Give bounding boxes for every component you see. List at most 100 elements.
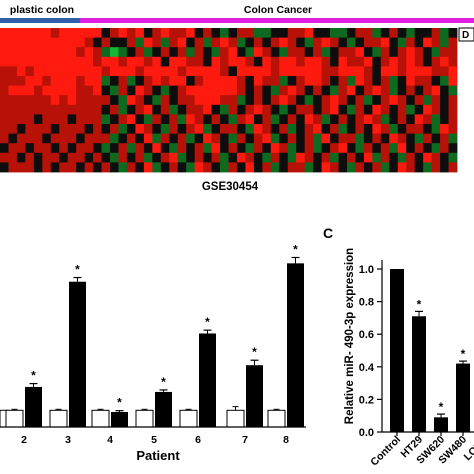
heatmap-cell	[440, 66, 449, 77]
heatmap-cell	[76, 85, 86, 96]
heatmap-cell	[262, 47, 272, 58]
heatmap-cell	[313, 124, 322, 134]
heatmap-cell	[110, 143, 119, 154]
heatmap-cell	[397, 114, 407, 125]
heatmap-cell	[313, 114, 322, 125]
heatmap-cell	[177, 114, 187, 125]
heatmap-cell	[194, 114, 204, 125]
heatmap-cell	[440, 104, 449, 115]
significance-star: *	[117, 396, 122, 410]
heatmap-cell	[440, 28, 449, 38]
heatmap-cell	[355, 133, 365, 144]
heatmap-cell	[389, 114, 399, 125]
normal-group-bar	[0, 18, 80, 23]
heatmap-cell	[93, 152, 102, 163]
heatmap-cell	[423, 47, 433, 58]
heatmap-cell	[42, 56, 52, 67]
heatmap-cell	[372, 28, 382, 38]
heatmap-cell	[135, 76, 145, 86]
heatmap-cell	[93, 28, 102, 38]
heatmap-cell	[16, 162, 26, 173]
heatmap-cell	[33, 133, 43, 144]
heatmap-cell	[253, 56, 263, 67]
dataset-label: GSE30454	[202, 181, 259, 193]
heatmap-cell	[270, 66, 280, 77]
heatmap-cell	[135, 143, 145, 154]
heatmap-cell	[203, 56, 212, 67]
heatmap-cell	[8, 133, 18, 144]
heatmap-cell	[372, 66, 382, 77]
heatmap-cell	[321, 114, 331, 125]
heatmap-cell	[406, 66, 416, 77]
heatmap-cell	[67, 152, 77, 163]
heatmap-cell	[220, 66, 229, 77]
heatmap-cell	[330, 47, 339, 58]
heatmap-cell	[42, 47, 52, 58]
heatmap-cell	[16, 114, 26, 125]
heatmap-cell	[296, 162, 306, 173]
heatmap-cell	[203, 152, 212, 163]
heatmap-cell	[321, 162, 331, 173]
heatmap-cell	[228, 85, 238, 96]
heatmap-cell	[126, 162, 136, 173]
heatmap-cell	[389, 85, 399, 96]
patient-bar-panel: * * * * * * * 2 3 4 5 6 7 8 Patient	[0, 242, 306, 463]
heatmap-cell	[50, 152, 60, 163]
heatmap-cell	[16, 56, 26, 67]
significance-star: *	[461, 347, 466, 361]
heatmap-cell	[397, 66, 407, 77]
heatmap-cell	[59, 95, 69, 106]
heatmap-cell	[380, 76, 390, 86]
heatmap-cell	[84, 37, 94, 48]
heatmap-cell	[279, 143, 289, 154]
heatmap-cell	[177, 28, 187, 38]
heatmap-cell	[118, 104, 128, 115]
heatmap-cell	[143, 162, 153, 173]
heatmap-cell	[203, 95, 212, 106]
heatmap-cell	[143, 47, 153, 58]
heatmap-cell	[431, 28, 441, 38]
heatmap-cell	[313, 143, 322, 154]
heatmap-cell	[313, 56, 322, 67]
heatmap-cell	[143, 66, 153, 77]
heatmap-cell	[380, 85, 390, 96]
heatmap-cell	[304, 104, 314, 115]
heatmap-cell	[397, 104, 407, 115]
heatmap-cell	[287, 114, 297, 125]
heatmap-cell	[346, 133, 356, 144]
heatmap-cell	[346, 76, 356, 86]
heatmap-cell	[33, 85, 43, 96]
heatmap-cell	[236, 76, 246, 86]
heatmap-cell	[397, 133, 407, 144]
heatmap-cell	[8, 66, 18, 77]
heatmap-cell	[67, 114, 77, 125]
heatmap-cell	[389, 152, 399, 163]
heatmap-cell	[431, 85, 441, 96]
heatmap-cell	[338, 143, 348, 154]
heatmap-cell	[304, 114, 314, 125]
cancer-bar	[25, 386, 42, 427]
cell-line-y-axis-title: Relative miR- 490-3p expression	[344, 248, 356, 424]
heatmap-cell	[346, 37, 356, 48]
patient-bars: * * * * * * *	[0, 242, 304, 428]
heatmap-cell	[59, 66, 69, 77]
heatmap-legend-glyph: D	[462, 30, 469, 41]
heatmap-cell	[50, 56, 60, 67]
heatmap-cell	[321, 37, 331, 48]
cancer-bar	[199, 333, 216, 427]
heatmap-cell	[135, 56, 145, 67]
heatmap-cell	[431, 143, 441, 154]
heatmap-cell	[363, 152, 373, 163]
heatmap-cell	[236, 133, 246, 144]
heatmap-cell	[287, 37, 297, 48]
heatmap-cell	[287, 85, 297, 96]
heatmap-cell	[42, 85, 52, 96]
cell-line-bar	[434, 417, 448, 432]
heatmap-cell	[296, 37, 306, 48]
heatmap-cell	[93, 162, 102, 173]
patient-tick-label: 2	[21, 434, 27, 446]
heatmap-cell	[126, 66, 136, 77]
control-bar	[267, 409, 286, 428]
heatmap-cell	[296, 95, 306, 106]
